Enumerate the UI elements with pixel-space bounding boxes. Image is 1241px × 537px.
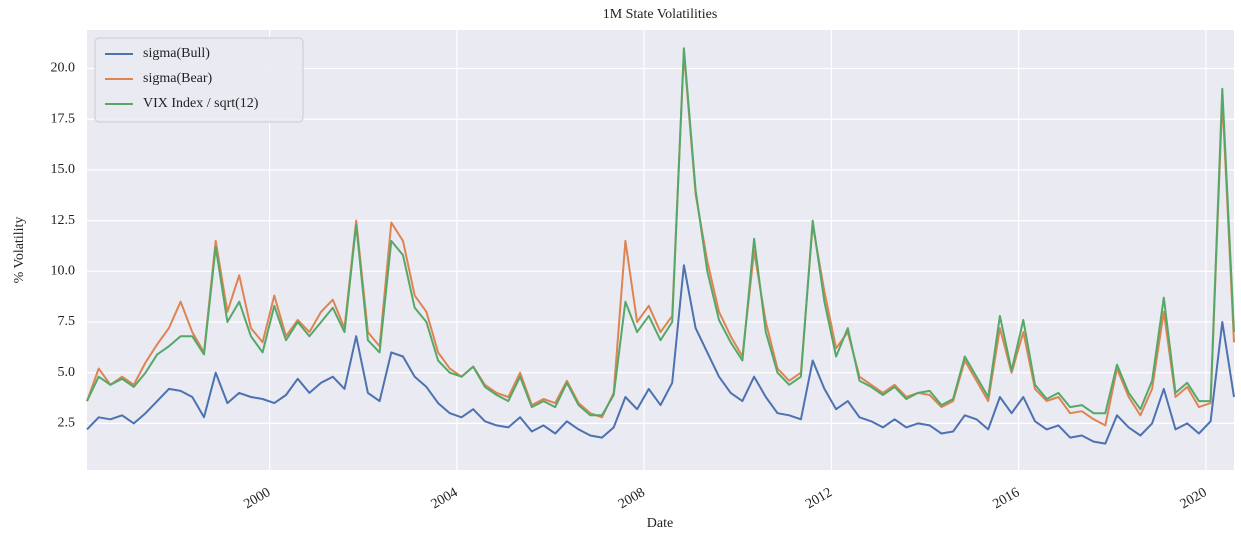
legend-label: VIX Index / sqrt(12) xyxy=(143,96,259,111)
y-tick-label: 12.5 xyxy=(51,213,76,228)
x-axis-label: Date xyxy=(647,516,673,531)
x-tick-label: 2004 xyxy=(429,485,461,512)
series-line xyxy=(86,47,1235,417)
legend-label: sigma(Bull) xyxy=(143,46,210,61)
x-tick-label: 2020 xyxy=(1178,485,1210,512)
series-line xyxy=(86,264,1235,445)
y-axis-label: % Volatility xyxy=(12,217,27,284)
legend-box xyxy=(94,37,304,123)
y-tick-label: 17.5 xyxy=(51,111,76,126)
x-tick-label: 2000 xyxy=(241,485,273,512)
x-tick-label: 2012 xyxy=(803,485,835,512)
chart-title: 1M State Volatilities xyxy=(603,7,718,22)
y-tick-label: 20.0 xyxy=(51,61,76,76)
y-tick-label: 7.5 xyxy=(58,314,76,329)
legend-label: sigma(Bear) xyxy=(143,71,213,86)
y-tick-label: 10.0 xyxy=(51,264,76,279)
series-line xyxy=(86,51,1235,427)
x-tick-label: 2016 xyxy=(991,485,1023,512)
y-tick-label: 5.0 xyxy=(58,365,76,380)
y-tick-label: 15.0 xyxy=(51,162,76,177)
y-tick-label: 2.5 xyxy=(58,416,76,431)
x-tick-label: 2008 xyxy=(616,485,648,512)
